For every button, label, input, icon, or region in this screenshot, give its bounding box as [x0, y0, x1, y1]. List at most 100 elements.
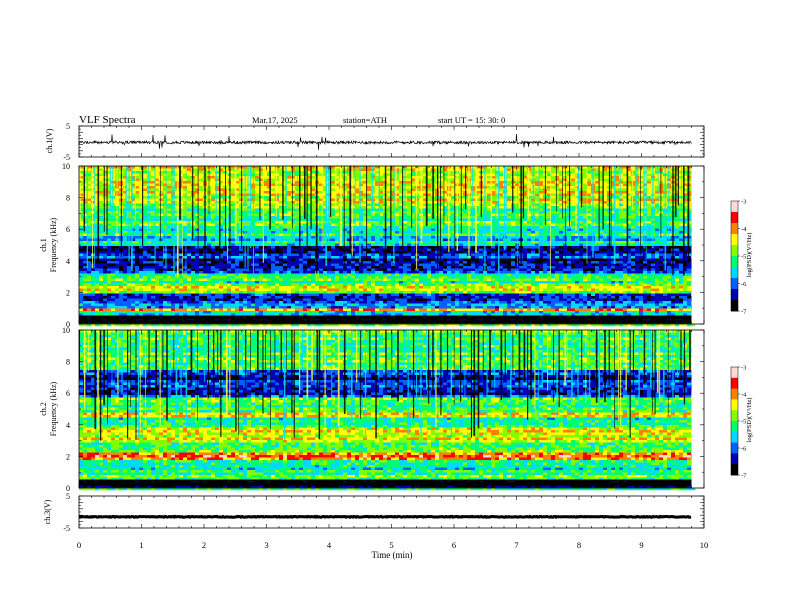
spectrogram-cell	[595, 168, 600, 172]
spectrogram-cell	[507, 228, 512, 232]
spectrogram-cell	[235, 181, 240, 184]
spectrogram-cell	[679, 236, 684, 239]
spectrogram-cell	[151, 183, 156, 187]
spectrogram-cell	[579, 228, 584, 232]
spectrogram-cell	[415, 236, 420, 239]
spectrogram-cell	[523, 233, 528, 237]
spectrogram-cell	[567, 241, 572, 244]
spectrogram-cell	[655, 188, 660, 192]
spectrogram-cell	[403, 223, 408, 227]
spectrogram-cell	[331, 181, 336, 184]
spectrogram-cell	[163, 181, 168, 184]
spectrogram-cell	[283, 238, 288, 242]
spectrogram-cell	[215, 198, 220, 202]
spectrogram-cell	[163, 243, 168, 247]
spectrogram-cell	[91, 166, 96, 169]
spectrogram-cell	[415, 211, 420, 214]
spectrogram-cell	[451, 166, 456, 169]
spectrogram-cell	[215, 171, 220, 174]
spectrogram-cell	[575, 181, 580, 184]
spectrogram-cell	[131, 181, 136, 184]
spectrogram-cell	[579, 211, 584, 214]
spectrogram-cell	[587, 203, 592, 207]
spectrogram-cell	[135, 243, 140, 247]
spectrogram-cell	[423, 241, 428, 244]
spectrogram-cell	[99, 201, 104, 204]
spectrogram-cell	[211, 203, 216, 207]
spectrogram-cell	[299, 188, 304, 192]
spectrogram-cell	[571, 211, 576, 214]
spectrogram-cell	[679, 241, 684, 244]
spectrogram-cell	[655, 208, 660, 212]
spectrogram-cell	[287, 183, 292, 187]
spectrogram-cell	[183, 238, 188, 242]
spectrogram-cell	[159, 243, 164, 247]
spectrogram-cell	[227, 186, 232, 189]
spectrogram-cell	[367, 168, 372, 172]
spectrogram-cell	[211, 238, 216, 242]
spectrogram-cell	[167, 201, 172, 204]
spectrogram-cell	[415, 166, 420, 169]
spectrogram-cell	[619, 168, 624, 172]
spectrogram-cell	[539, 208, 544, 212]
spectrogram-cell	[635, 191, 640, 194]
spectrogram-cell	[407, 166, 412, 169]
spectrogram-cell	[571, 191, 576, 194]
spectrogram-cell	[631, 168, 636, 172]
spectrogram-cell	[371, 213, 376, 217]
spectrogram-cell	[255, 196, 260, 199]
spectrogram-cell	[595, 166, 600, 169]
spectrogram-cell	[407, 203, 412, 207]
spectrogram-cell	[267, 171, 272, 174]
spectrogram-cell	[239, 226, 244, 229]
spectrogram-cell	[395, 178, 400, 182]
spectrogram-cell	[155, 171, 160, 174]
spectrogram-cell	[231, 221, 236, 224]
spectrogram-cell	[163, 168, 168, 172]
spectrogram-cell	[459, 233, 464, 237]
spectrogram-cell	[335, 221, 340, 224]
spectrogram-cell	[679, 223, 684, 227]
spectrogram-cell	[555, 241, 560, 244]
spectrogram-cell	[407, 243, 412, 247]
spectrogram-cell	[587, 223, 592, 227]
spectrogram-cell	[167, 186, 172, 189]
spectrogram-cell	[567, 233, 572, 237]
spectrogram-cell	[427, 238, 432, 242]
spectrogram-cell	[415, 231, 420, 234]
spectrogram-cell	[471, 216, 476, 219]
spectrogram-cell	[307, 168, 312, 172]
spectrogram-cell	[83, 166, 88, 169]
spectrogram-cell	[311, 181, 316, 184]
spectrogram-cell	[351, 233, 356, 237]
spectrogram-cell	[539, 211, 544, 214]
spectrogram-cell	[507, 193, 512, 197]
spectrogram-cell	[267, 243, 272, 247]
spectrogram-cell	[463, 236, 468, 239]
spectrogram-cell	[287, 201, 292, 204]
spectrogram-cell	[183, 201, 188, 204]
spectrogram-cell	[259, 226, 264, 229]
spectrogram-cell	[355, 178, 360, 182]
spectrogram-cell	[391, 201, 396, 204]
spectrogram-cell	[527, 241, 532, 244]
spectrogram-cell	[547, 191, 552, 194]
spectrogram-cell	[427, 183, 432, 187]
spectrogram-cell	[267, 178, 272, 182]
spectrogram-cell	[655, 193, 660, 197]
spectrogram-cell	[323, 181, 328, 184]
spectrogram-cell	[615, 191, 620, 194]
spectrogram-cell	[83, 173, 88, 177]
spectrogram-cell	[167, 206, 172, 209]
spectrogram-cell	[171, 236, 176, 239]
spectrogram-cell	[479, 218, 484, 222]
spectrogram-cell	[475, 166, 480, 169]
spectrogram-cell	[151, 198, 156, 202]
spectrogram-cell	[679, 226, 684, 229]
spectrogram-cell	[135, 233, 140, 237]
spectrogram-cell	[271, 243, 276, 247]
spectrogram-cell	[367, 196, 372, 199]
spectrogram-cell	[683, 173, 688, 177]
spectrogram-cell	[307, 188, 312, 192]
spectrogram-cell	[563, 218, 568, 222]
